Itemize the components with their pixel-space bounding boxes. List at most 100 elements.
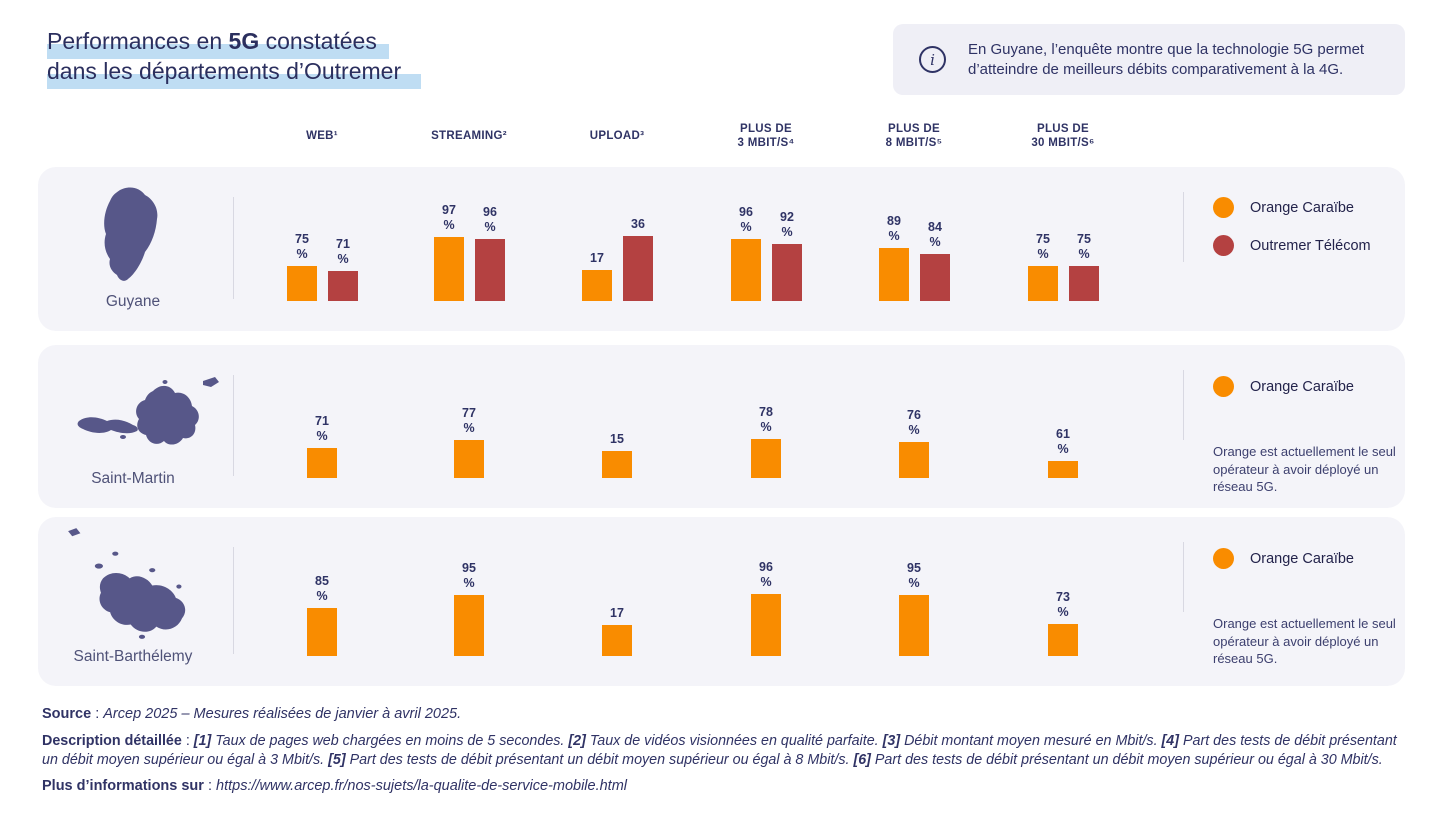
legend-label-outremer-telecom: Outremer Télécom	[1250, 237, 1371, 254]
info-callout: i En Guyane, l’enquête montre que la tec…	[893, 24, 1405, 95]
bar-value-guyane-orange-caraibe-col1: 75%	[295, 231, 309, 261]
title-5g: 5G	[228, 28, 260, 54]
footnote-marker-2: [2]	[568, 733, 586, 749]
title-line1-post: constatées	[259, 28, 377, 54]
legend-note-saint-barthelemy: Orange est actuellement le seul opérateu…	[1213, 616, 1396, 666]
bar-saint-barthelemy-orange-caraibe-col3	[602, 625, 632, 656]
bar-value-guyane-orange-caraibe-col2: 97%	[442, 203, 456, 233]
bar-saint-martin-orange-caraibe-col5	[899, 441, 929, 478]
bar-guyane-orange-caraibe-col4	[731, 238, 761, 301]
bar-value-saint-martin-orange-caraibe-col5: 76%	[907, 407, 921, 437]
more-info-url[interactable]: https://www.arcep.fr/nos-sujets/la-quali…	[216, 778, 628, 794]
legend-outremer-telecom: Outremer Télécom	[1213, 235, 1371, 256]
bar-guyane-outremer-telecom-col6	[1069, 265, 1099, 301]
bar-value-saint-martin-orange-caraibe-col6: 61%	[1056, 427, 1070, 457]
column-header-upload-: UPLOAD³	[589, 130, 645, 142]
region-label-guyane: Guyane	[105, 293, 161, 310]
more-info-label: Plus d’informations sur	[42, 778, 204, 794]
saint-barthelemy-map-icon	[53, 525, 193, 648]
bar-value-guyane-outremer-telecom-col5: 84%	[928, 220, 942, 250]
footnote-marker-1: [1]	[193, 733, 212, 749]
footnote-text-4: Part des tests de débit présentant un dé…	[42, 733, 1397, 768]
bar-value-saint-barthelemy-orange-caraibe-col6: 73%	[1056, 589, 1070, 619]
bar-value-saint-martin-orange-caraibe-col2: 77%	[462, 406, 476, 436]
legend-label-orange-caraibe: Orange Caraïbe	[1250, 378, 1354, 395]
legend-dot-orange-caraibe	[1213, 197, 1234, 218]
legend-orange-caraibe: Orange Caraïbe	[1213, 197, 1354, 218]
footnote-text-5: Part des tests de débit présentant un dé…	[345, 751, 854, 768]
divider-map	[233, 547, 234, 654]
source-label: Source	[42, 706, 92, 722]
bar-guyane-outremer-telecom-col5	[920, 254, 950, 301]
saint-martin-map-icon	[60, 373, 230, 458]
description-label: Description détaillée	[42, 733, 182, 749]
footnote-text-3: Débit montant moyen mesuré en Mbit/s.	[900, 733, 1162, 749]
bar-guyane-orange-caraibe-col5	[879, 247, 909, 301]
bar-value-guyane-outremer-telecom-col6: 75%	[1077, 231, 1091, 261]
legend-dot-outremer-telecom	[1213, 235, 1234, 256]
bar-guyane-orange-caraibe-col2	[434, 237, 464, 301]
footnote-text-6: Part des tests de débit présentant un dé…	[870, 751, 1383, 768]
bar-value-guyane-outremer-telecom-col3: 36	[631, 217, 645, 232]
bar-saint-martin-orange-caraibe-col6	[1048, 461, 1078, 478]
region-label-saint-martin: Saint-Martin	[91, 470, 175, 487]
legend-label-orange-caraibe: Orange Caraïbe	[1250, 550, 1354, 567]
column-header-web-: WEB¹	[306, 130, 338, 142]
legend-note-saint-martin: Orange est actuellement le seul opérateu…	[1213, 444, 1396, 494]
legend-orange-caraibe: Orange Caraïbe	[1213, 548, 1354, 569]
description-line: Description détaillée : [1] Taux de page…	[42, 733, 1397, 768]
bar-value-guyane-orange-caraibe-col3: 17	[590, 251, 604, 266]
footer: Source : Arcep 2025 – Mesures réalisées …	[42, 706, 1414, 794]
page-title: Performances en 5G constatées dans les d…	[47, 26, 422, 89]
info-icon: i	[919, 46, 946, 73]
bar-guyane-outremer-telecom-col1	[328, 271, 358, 301]
bar-value-guyane-orange-caraibe-col5: 89%	[887, 213, 901, 243]
column-header-streaming-: STREAMING²	[431, 130, 507, 142]
bar-saint-barthelemy-orange-caraibe-col2	[454, 594, 484, 656]
divider-map	[233, 375, 234, 476]
legend-dot-orange-caraibe	[1213, 548, 1234, 569]
bar-saint-martin-orange-caraibe-col1	[307, 448, 337, 478]
bar-guyane-orange-caraibe-col1	[287, 265, 317, 301]
bar-value-guyane-orange-caraibe-col6: 75%	[1036, 231, 1050, 261]
source-line: Source : Arcep 2025 – Mesures réalisées …	[42, 706, 462, 722]
bar-saint-martin-orange-caraibe-col4	[751, 439, 781, 478]
legend-orange-caraibe: Orange Caraïbe	[1213, 376, 1354, 397]
bar-guyane-outremer-telecom-col4	[772, 243, 802, 301]
divider-map	[233, 197, 234, 299]
bar-guyane-orange-caraibe-col3	[582, 270, 612, 301]
title-line2: dans les départements d’Outremer	[47, 58, 422, 89]
region-panel-saint-martin: Saint-Martin 71% 77% 15 78% 76% 61% Orange Cara…	[38, 345, 1405, 508]
bar-guyane-outremer-telecom-col2	[475, 238, 505, 301]
legend-label-orange-caraibe: Orange Caraïbe	[1250, 199, 1354, 216]
footnote-marker-6: [6]	[853, 751, 871, 768]
bar-saint-barthelemy-orange-caraibe-col5	[899, 594, 929, 656]
region-label-saint-barthelemy: Saint-Barthélemy	[73, 648, 193, 665]
bar-value-saint-martin-orange-caraibe-col4: 78%	[759, 405, 773, 434]
bar-value-saint-barthelemy-orange-caraibe-col1: 85%	[315, 573, 329, 603]
column-header-plus-de-8-mbit-s-: PLUS DE 8 MBIT/S⁵	[885, 123, 943, 149]
guyane-map-icon	[90, 185, 168, 292]
bar-value-guyane-outremer-telecom-col2: 96%	[483, 204, 497, 234]
info-callout-text: En Guyane, l’enquête montre que la techn…	[968, 40, 1365, 78]
column-header-plus-de-30-mbit-s-: PLUS DE 30 MBIT/S⁶	[1031, 123, 1095, 149]
footnotes: [1] Taux de pages web chargées en moins …	[42, 733, 1397, 768]
bar-value-saint-barthelemy-orange-caraibe-col4: 96%	[759, 559, 773, 589]
column-headers: WEB¹ STREAMING² UPLOAD³ PLUS DE 3 MBIT/S⁴ PLU…	[0, 115, 1447, 157]
bar-value-saint-martin-orange-caraibe-col1: 71%	[315, 414, 329, 444]
bar-saint-barthelemy-orange-caraibe-col1	[307, 607, 337, 656]
bar-value-guyane-outremer-telecom-col1: 71%	[336, 237, 350, 267]
divider-legend	[1183, 370, 1184, 440]
bar-saint-barthelemy-orange-caraibe-col4	[751, 593, 781, 656]
title-line1-pre: Performances en	[47, 28, 229, 54]
footnote-marker-5: [5]	[328, 751, 346, 768]
bar-saint-martin-orange-caraibe-col2	[454, 440, 484, 478]
footnote-text-1: Taux de pages web chargées en moins de 5…	[211, 733, 569, 749]
footnote-marker-3: [3]	[882, 733, 901, 749]
bar-value-saint-barthelemy-orange-caraibe-col5: 95%	[907, 560, 921, 590]
column-header-plus-de-3-mbit-s-: PLUS DE 3 MBIT/S⁴	[737, 123, 795, 149]
bar-value-guyane-orange-caraibe-col4: 96%	[739, 204, 753, 234]
bar-guyane-orange-caraibe-col6	[1028, 265, 1058, 301]
region-panel-guyane: Guyane 75% 71% 97% 96% 17 36 96% 92% 89% 84% 75% 75%…	[38, 167, 1405, 331]
